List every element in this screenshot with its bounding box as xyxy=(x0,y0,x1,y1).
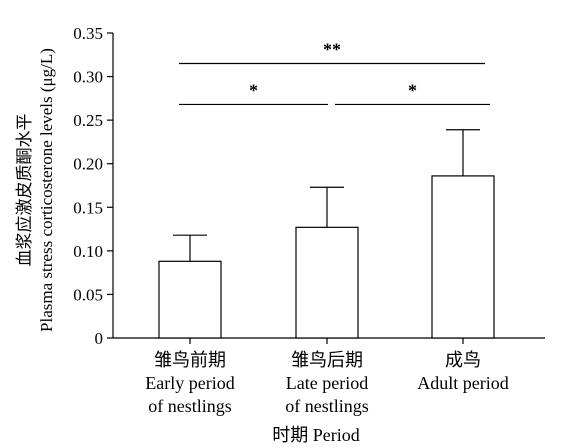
significance-label: * xyxy=(408,80,417,100)
bar xyxy=(431,175,495,339)
category-labels: 雏鸟前期 Early period of nestlings 雏鸟后期 Late per… xyxy=(145,338,509,416)
y-tick-label: 0.35 xyxy=(73,24,103,43)
y-axis-label-en: Plasma stress corticosterone levels (μg/… xyxy=(37,48,56,332)
y-tick-label: 0.30 xyxy=(73,68,103,87)
y-tick-label: 0.20 xyxy=(73,155,103,174)
x-axis-label: 时期 Period xyxy=(272,425,360,445)
category-label: of nestlings xyxy=(285,396,369,416)
y-tick-label: 0.05 xyxy=(73,285,103,304)
y-ticks: 0 0.05 0.10 0.15 0.20 0.25 0.30 0.35 xyxy=(73,24,113,348)
significance-markers: *** * xyxy=(179,40,490,106)
category-label: 成鸟 xyxy=(445,350,481,370)
category-label: Early period xyxy=(145,373,234,393)
category-label: of nestlings xyxy=(148,396,232,416)
category-label: Adult period xyxy=(417,373,509,393)
category-label: 雏鸟前期 xyxy=(154,350,226,370)
y-tick-label: 0.25 xyxy=(73,111,103,130)
significance-label: ** xyxy=(323,40,341,60)
bar xyxy=(158,260,222,339)
error-bars xyxy=(173,129,480,262)
significance-label: * xyxy=(249,80,258,100)
category-label: Late period xyxy=(286,373,368,393)
y-axis-label: 血浆应激皮质酮水平 Plasma stress corticosterone l… xyxy=(15,48,56,332)
y-axis-label-cn: 血浆应激皮质酮水平 xyxy=(15,114,34,267)
category-label: 雏鸟后期 xyxy=(291,350,363,370)
y-tick-label: 0.10 xyxy=(73,242,103,261)
bar xyxy=(295,226,359,339)
y-tick-label: 0.15 xyxy=(73,198,103,217)
y-tick-label: 0 xyxy=(95,329,104,348)
